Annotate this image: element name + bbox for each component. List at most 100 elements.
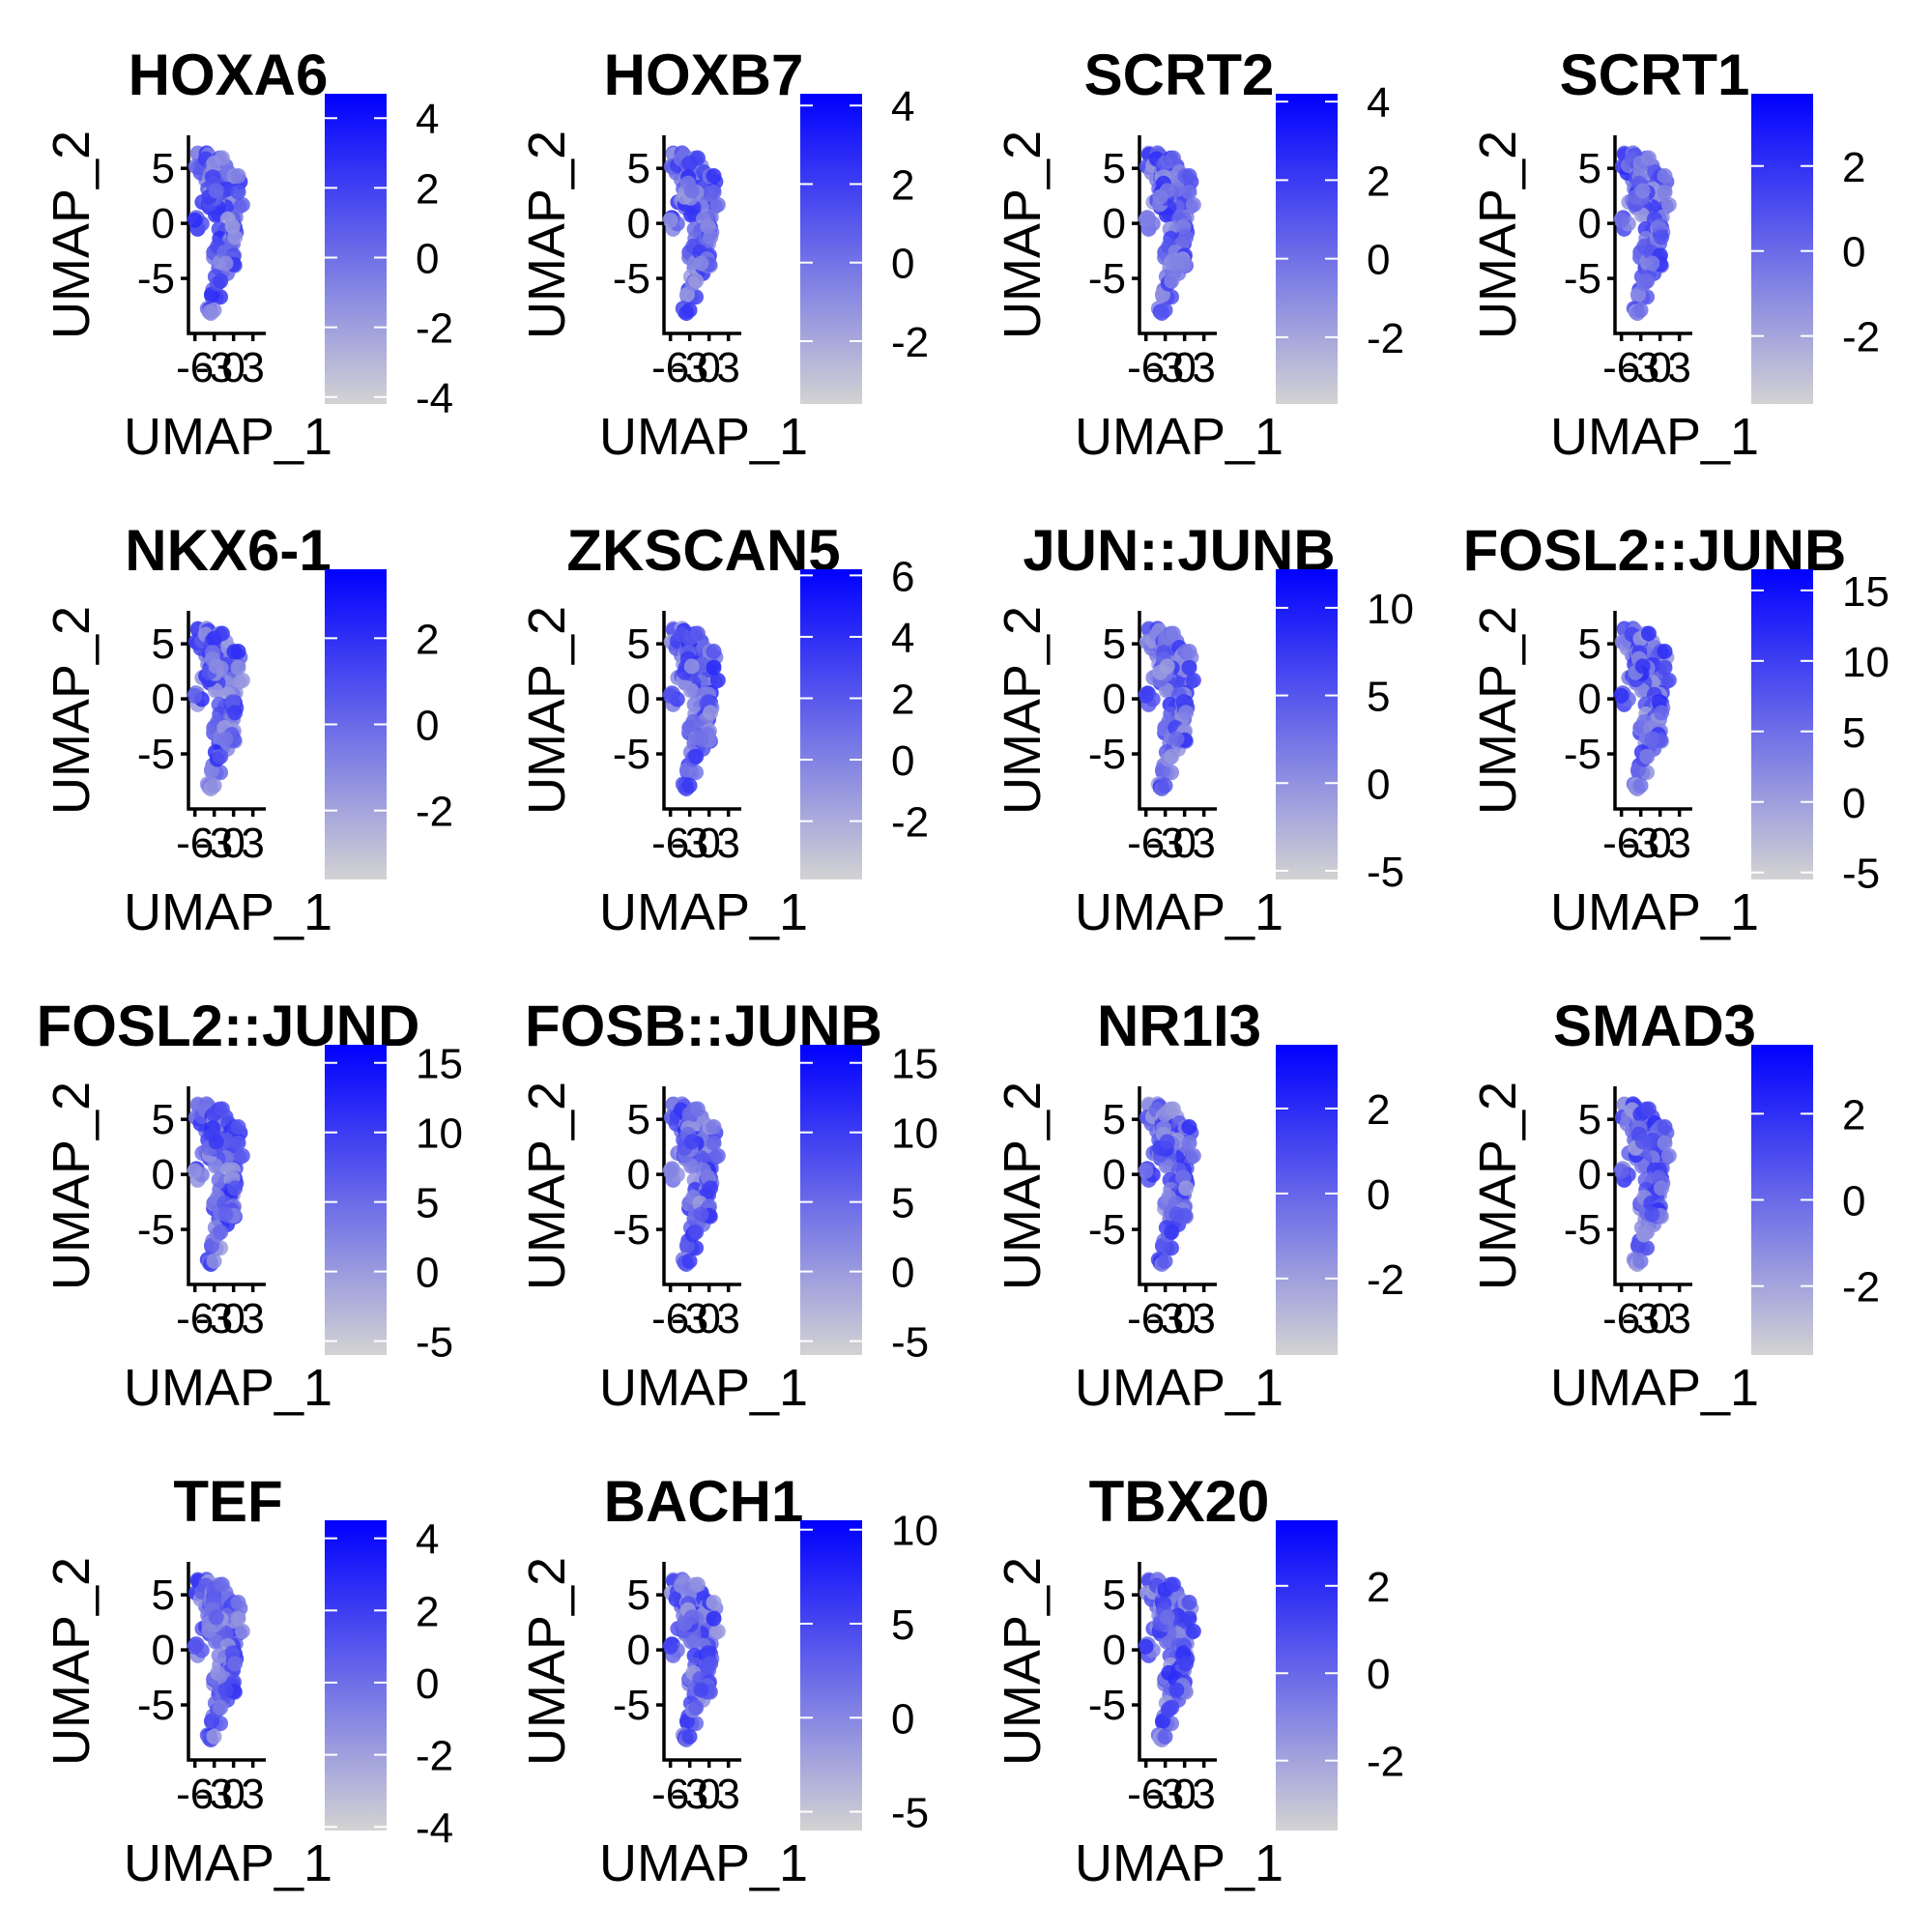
- colorbar-tick-label: 4: [416, 96, 439, 143]
- cell-point: [1181, 644, 1197, 659]
- cell-point: [693, 1206, 709, 1223]
- colorbar-tick-label: 6: [891, 553, 914, 600]
- colorbar-tick-label: 10: [891, 1508, 938, 1555]
- cell-point: [1654, 705, 1670, 721]
- cell-point: [1657, 659, 1673, 676]
- cell-point: [1185, 1147, 1201, 1164]
- x-tick-label: -6: [176, 344, 214, 391]
- colorbar-tick-label: -4: [416, 375, 453, 422]
- cell-point: [208, 658, 224, 675]
- cell-point: [1654, 229, 1670, 245]
- cell-points: [1138, 145, 1201, 321]
- x-tick-label: -6: [1602, 344, 1640, 391]
- cell-point: [703, 1180, 719, 1197]
- y-tick-label: 0: [1578, 200, 1601, 247]
- x-tick-label: 3: [241, 1771, 264, 1818]
- cell-point: [662, 1163, 678, 1179]
- cell-point: [230, 1135, 246, 1151]
- colorbar-tick-label: 0: [416, 703, 439, 750]
- x-tick-label: -6: [176, 1295, 214, 1342]
- colorbar: [1751, 94, 1813, 404]
- cell-point: [213, 1224, 229, 1240]
- colorbar: [325, 1045, 387, 1355]
- cell-points: [1613, 1096, 1677, 1272]
- x-tick-label: -3: [195, 1771, 233, 1818]
- cell-point: [662, 687, 678, 704]
- cell-point: [683, 658, 700, 675]
- cell-points: [187, 1572, 250, 1747]
- x-tick-label: -6: [1127, 1771, 1165, 1818]
- cell-point: [1634, 183, 1651, 199]
- colorbar-tick-label: -2: [416, 789, 453, 836]
- x-tick-label: 3: [1667, 820, 1690, 867]
- x-tick-label: -6: [1127, 344, 1165, 391]
- y-tick-label: 5: [627, 620, 650, 668]
- cell-point: [214, 625, 230, 642]
- y-axis-label: UMAP_2: [518, 130, 576, 339]
- y-tick-label: -5: [137, 1682, 175, 1729]
- x-tick-label: -6: [651, 1771, 689, 1818]
- cell-point: [230, 184, 246, 200]
- cell-point: [230, 1595, 246, 1610]
- y-tick-label: -5: [1088, 1206, 1126, 1254]
- axis-lines: [1613, 611, 1692, 811]
- x-tick-label: 3: [716, 1295, 739, 1342]
- cell-point: [1178, 705, 1195, 721]
- x-tick-label: -3: [1622, 820, 1659, 867]
- x-tick-label: 0: [1172, 344, 1196, 391]
- y-axis-label: UMAP_2: [994, 1557, 1052, 1766]
- x-tick-label: 0: [1172, 1295, 1196, 1342]
- y-tick-label: 5: [1103, 1572, 1126, 1619]
- cell-point: [688, 748, 705, 764]
- cell-point: [683, 1134, 700, 1150]
- axis-lines: [1138, 611, 1217, 811]
- cell-point: [1164, 1224, 1180, 1240]
- cell-points: [1138, 620, 1201, 796]
- cell-point: [688, 1699, 705, 1716]
- cell-point: [1138, 212, 1154, 228]
- axis-lines: [1138, 1562, 1217, 1762]
- panel-title: BACH1: [604, 1469, 804, 1534]
- x-axis-label: UMAP_1: [599, 1359, 808, 1417]
- colorbar-tick-label: 0: [891, 1695, 914, 1743]
- colorbar-tick-label: 0: [1367, 237, 1390, 284]
- axis-lines: [662, 611, 741, 811]
- x-axis-label: UMAP_1: [1550, 1359, 1759, 1417]
- x-tick-label: 3: [1192, 820, 1215, 867]
- colorbar-tick-label: 0: [891, 1250, 914, 1297]
- x-tick-label: -3: [195, 820, 233, 867]
- y-tick-label: 0: [1578, 1151, 1601, 1198]
- x-tick-label: 3: [1667, 1295, 1690, 1342]
- colorbar: [1276, 1045, 1338, 1355]
- x-axis-label: UMAP_1: [599, 883, 808, 941]
- cell-point: [709, 1623, 726, 1639]
- colorbar-tick-label: -5: [1367, 849, 1404, 896]
- x-axis-label: UMAP_1: [1075, 1359, 1283, 1417]
- cell-point: [1164, 748, 1180, 764]
- x-tick-label: 0: [1172, 820, 1196, 867]
- x-tick-label: -3: [1622, 344, 1659, 391]
- cell-point: [213, 273, 229, 289]
- cell-point: [227, 705, 244, 721]
- y-tick-label: -5: [1564, 1206, 1601, 1254]
- axis-lines: [1138, 1086, 1217, 1286]
- cell-point: [706, 1595, 722, 1610]
- colorbar-tick-label: 10: [416, 1110, 463, 1158]
- axis-lines: [1613, 1086, 1692, 1286]
- cell-point: [703, 1656, 719, 1672]
- cell-point: [689, 1101, 706, 1117]
- y-tick-label: -5: [137, 255, 175, 303]
- panel-title: SMAD3: [1553, 994, 1756, 1058]
- panel-fosl2-junb: FOSL2::JUNB-505-6-303UMAP_1UMAP_2151050-…: [1463, 518, 1889, 941]
- y-tick-label: 0: [1103, 676, 1126, 723]
- x-axis-label: UMAP_1: [1550, 408, 1759, 466]
- colorbar-tick-label: -2: [1367, 1256, 1404, 1304]
- axis-lines: [1613, 135, 1692, 335]
- cell-point: [234, 1623, 250, 1639]
- panel-title: TEF: [173, 1469, 282, 1534]
- colorbar-tick-label: -2: [416, 305, 453, 353]
- x-tick-label: 0: [221, 344, 245, 391]
- y-tick-label: 5: [1103, 620, 1126, 668]
